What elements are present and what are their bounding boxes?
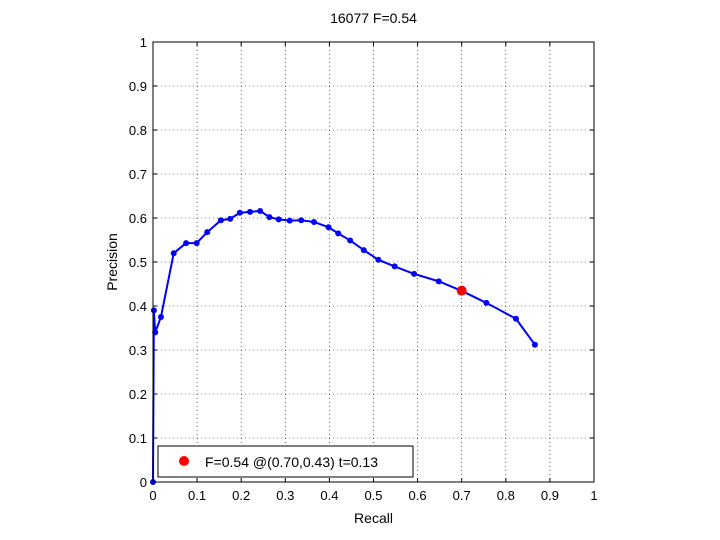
grid-lines bbox=[153, 42, 594, 482]
x-tick-label: 0.4 bbox=[320, 488, 338, 503]
x-tick-label: 0.2 bbox=[232, 488, 250, 503]
data-point bbox=[170, 250, 177, 257]
axes-box bbox=[152, 41, 595, 483]
x-tick-label: 0 bbox=[149, 488, 156, 503]
y-tick-label: 0.2 bbox=[129, 387, 147, 402]
series-line bbox=[152, 209, 536, 483]
data-point bbox=[512, 315, 519, 322]
y-tick-label: 0.6 bbox=[129, 211, 147, 226]
y-tick-label: 0.8 bbox=[129, 123, 147, 138]
y-tick-label: 1 bbox=[140, 35, 147, 50]
data-point bbox=[335, 230, 342, 237]
data-point bbox=[411, 270, 418, 277]
legend: F=0.54 @(0.70,0.43) t=0.13 bbox=[157, 445, 414, 478]
data-point bbox=[483, 299, 490, 306]
data-point bbox=[375, 256, 382, 263]
legend-text: F=0.54 @(0.70,0.43) t=0.13 bbox=[205, 454, 378, 470]
data-point bbox=[298, 217, 305, 224]
x-tick-label: 0.8 bbox=[497, 488, 515, 503]
x-tick-label: 1 bbox=[590, 488, 597, 503]
y-tick-label: 0 bbox=[140, 475, 147, 490]
data-point bbox=[257, 207, 264, 214]
data-point bbox=[325, 224, 332, 231]
chart-title: 16077 F=0.54 bbox=[330, 10, 417, 26]
data-point bbox=[227, 215, 234, 222]
y-tick-label: 0.7 bbox=[129, 167, 147, 182]
y-tick-label: 0.9 bbox=[129, 79, 147, 94]
y-tick-label: 0.5 bbox=[129, 255, 147, 270]
x-tick-label: 0.7 bbox=[453, 488, 471, 503]
data-point bbox=[236, 209, 243, 216]
data-point bbox=[310, 218, 317, 225]
legend-box bbox=[157, 445, 414, 478]
x-tick-label: 0.5 bbox=[364, 488, 382, 503]
y-tick-label: 0.3 bbox=[129, 343, 147, 358]
x-tick-label: 0.6 bbox=[409, 488, 427, 503]
data-point bbox=[275, 216, 282, 223]
x-tick-label: 0.9 bbox=[541, 488, 559, 503]
data-point bbox=[183, 240, 190, 247]
data-point bbox=[531, 341, 538, 348]
x-tick-label: 0.1 bbox=[188, 488, 206, 503]
best-f-point bbox=[456, 285, 467, 296]
y-tick-label: 0.1 bbox=[129, 431, 147, 446]
x-axis-label: Recall bbox=[354, 510, 393, 526]
data-point bbox=[247, 208, 254, 215]
data-point bbox=[217, 217, 224, 224]
data-point bbox=[347, 237, 354, 244]
data-point bbox=[204, 229, 211, 236]
legend-marker bbox=[179, 456, 189, 466]
x-tick-label: 0.3 bbox=[276, 488, 294, 503]
data-point bbox=[150, 307, 157, 314]
series-layer bbox=[150, 207, 538, 485]
data-point bbox=[266, 214, 273, 221]
data-point bbox=[157, 314, 164, 320]
y-tick-label: 0.4 bbox=[129, 299, 147, 314]
data-point bbox=[435, 278, 442, 285]
ticks: 0 0.1 0.2 0.3 0.4 0.5 0.6 0.7 0.8 0.9 1 0 0.1 0.2 0.3 0… bbox=[129, 35, 598, 503]
data-point bbox=[391, 263, 398, 270]
data-point bbox=[193, 240, 200, 247]
data-point bbox=[360, 247, 367, 254]
data-point bbox=[152, 329, 159, 336]
data-point bbox=[286, 217, 293, 224]
